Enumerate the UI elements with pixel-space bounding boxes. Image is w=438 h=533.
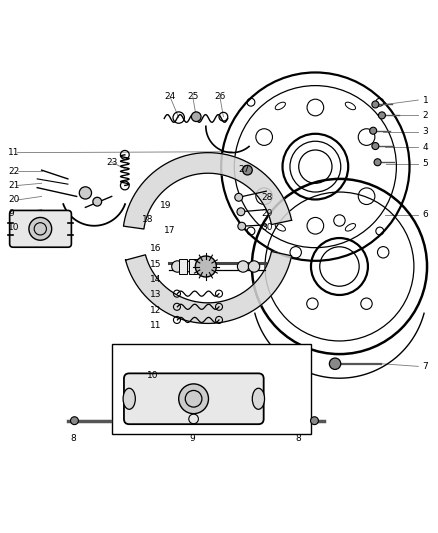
Circle shape: [172, 261, 183, 272]
Circle shape: [372, 101, 379, 108]
Text: 8: 8: [296, 434, 302, 443]
Text: 13: 13: [150, 290, 161, 300]
Text: 1: 1: [423, 95, 428, 104]
Circle shape: [93, 197, 102, 206]
Text: 21: 21: [8, 181, 19, 190]
Text: 5: 5: [423, 159, 428, 168]
Circle shape: [79, 187, 92, 199]
Text: 9: 9: [189, 434, 195, 443]
Bar: [189, 259, 197, 274]
Text: 6: 6: [423, 211, 428, 219]
Polygon shape: [126, 252, 292, 324]
Text: 15: 15: [150, 260, 161, 269]
Circle shape: [29, 217, 52, 240]
Text: 24: 24: [164, 92, 176, 101]
Text: 12: 12: [150, 306, 161, 315]
Text: 11: 11: [150, 321, 161, 330]
Circle shape: [191, 112, 201, 122]
Circle shape: [248, 261, 260, 272]
Circle shape: [235, 193, 243, 201]
Text: 20: 20: [8, 196, 19, 205]
Circle shape: [378, 112, 385, 119]
Circle shape: [237, 261, 249, 272]
Circle shape: [195, 256, 216, 277]
Circle shape: [374, 159, 381, 166]
Text: 23: 23: [106, 158, 117, 167]
Text: 10: 10: [8, 223, 19, 232]
FancyBboxPatch shape: [10, 211, 71, 247]
FancyBboxPatch shape: [124, 374, 264, 424]
Circle shape: [329, 358, 341, 369]
Circle shape: [185, 261, 196, 272]
Text: 25: 25: [187, 92, 198, 101]
Text: 30: 30: [261, 223, 273, 232]
Circle shape: [311, 417, 318, 425]
Text: 29: 29: [261, 208, 273, 217]
Circle shape: [372, 142, 379, 150]
Bar: [112, 344, 311, 434]
Text: 3: 3: [423, 127, 428, 136]
Text: 27: 27: [239, 165, 250, 174]
Text: 16: 16: [150, 245, 161, 254]
Ellipse shape: [252, 388, 265, 409]
Text: 14: 14: [150, 275, 161, 284]
Text: 19: 19: [160, 201, 171, 209]
Bar: [179, 259, 187, 274]
Text: 17: 17: [164, 226, 176, 235]
Text: 2: 2: [423, 111, 428, 120]
Text: 7: 7: [423, 362, 428, 371]
Text: 8: 8: [71, 434, 77, 443]
Text: 10: 10: [147, 370, 158, 379]
Text: 4: 4: [423, 143, 428, 152]
Circle shape: [243, 165, 252, 175]
Circle shape: [179, 384, 208, 414]
Circle shape: [238, 222, 246, 230]
Circle shape: [370, 127, 377, 134]
Text: 26: 26: [214, 92, 226, 101]
Circle shape: [71, 417, 78, 425]
Ellipse shape: [123, 388, 135, 409]
Circle shape: [237, 208, 245, 216]
Text: 18: 18: [142, 215, 154, 224]
Text: 11: 11: [8, 148, 19, 157]
Text: 22: 22: [8, 166, 19, 175]
Text: 9: 9: [8, 209, 14, 219]
Polygon shape: [124, 152, 292, 229]
Text: 28: 28: [261, 193, 273, 202]
